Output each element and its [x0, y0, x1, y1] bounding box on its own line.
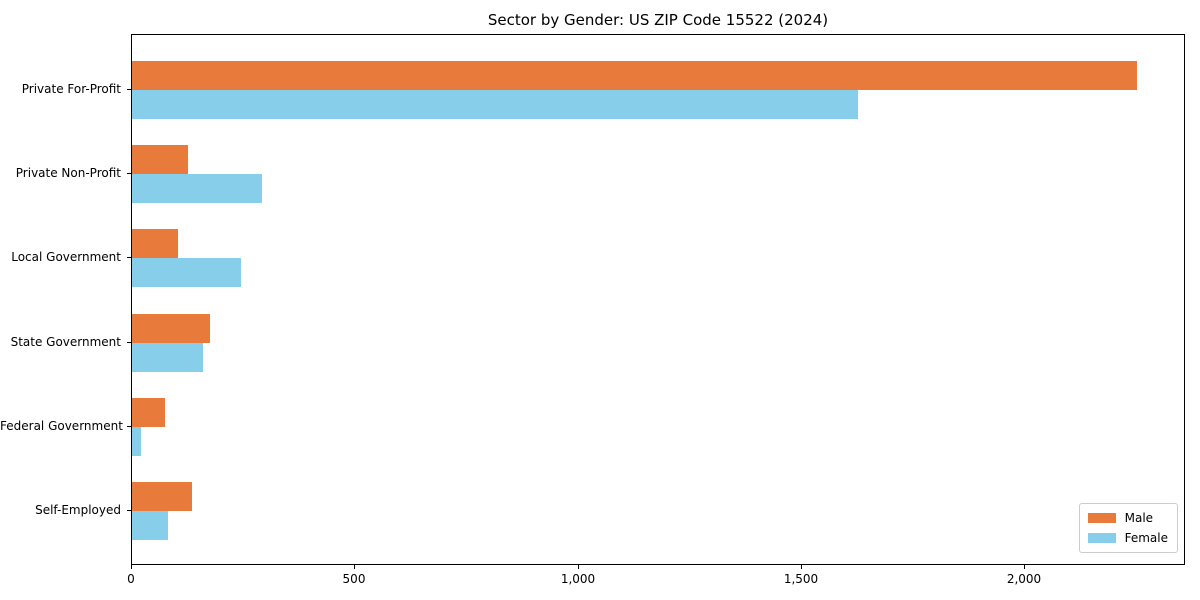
legend-label-female: Female	[1124, 531, 1168, 545]
x-tick-mark	[1024, 565, 1025, 569]
x-tick-label-500: 500	[342, 572, 366, 586]
bar-female-private-for-profit	[132, 90, 858, 119]
y-tick-mark	[127, 257, 131, 258]
legend: Male Female	[1078, 503, 1178, 553]
x-tick-mark	[801, 565, 802, 569]
bar-male-state-government	[132, 314, 210, 343]
bar-female-federal-government	[132, 427, 141, 456]
female-series-swatch	[1087, 533, 1116, 543]
x-tick-label-1500: 1,500	[783, 572, 819, 586]
category-label-self-employed: Self-Employed	[35, 503, 121, 517]
legend-entry-male: Male	[1087, 511, 1168, 525]
bar-female-self-employed	[132, 511, 168, 540]
category-label-private-for-profit: Private For-Profit	[21, 82, 121, 96]
x-tick-mark	[578, 565, 579, 569]
male-series-swatch	[1087, 513, 1116, 523]
bar-male-federal-government	[132, 398, 165, 427]
y-tick-mark	[127, 89, 131, 90]
x-tick-mark	[131, 565, 132, 569]
x-tick-label-2000: 2,000	[1006, 572, 1042, 586]
chart-title: Sector by Gender: US ZIP Code 15522 (202…	[487, 11, 829, 29]
category-label-federal-government: Federal Government	[0, 419, 123, 433]
x-tick-label-0: 0	[127, 572, 135, 586]
bar-male-private-non-profit	[132, 145, 188, 174]
bar-female-local-government	[132, 258, 241, 287]
bar-female-private-non-profit	[132, 174, 262, 203]
x-tick-mark	[354, 565, 355, 569]
legend-label-male: Male	[1124, 511, 1154, 525]
bar-male-private-for-profit	[132, 61, 1137, 90]
category-label-private-non-profit: Private Non-Profit	[15, 166, 121, 180]
category-label-state-government: State Government	[10, 335, 121, 349]
bar-male-local-government	[132, 229, 178, 258]
y-tick-mark	[127, 510, 131, 511]
y-tick-mark	[127, 173, 131, 174]
x-tick-label-1000: 1,000	[560, 572, 596, 586]
legend-entry-female: Female	[1087, 531, 1168, 545]
y-tick-mark	[127, 426, 131, 427]
bar-male-self-employed	[132, 482, 192, 511]
y-tick-mark	[127, 342, 131, 343]
category-label-local-government: Local Government	[11, 250, 121, 264]
bar-female-state-government	[132, 343, 203, 372]
plot-area: Male Female	[131, 34, 1185, 565]
